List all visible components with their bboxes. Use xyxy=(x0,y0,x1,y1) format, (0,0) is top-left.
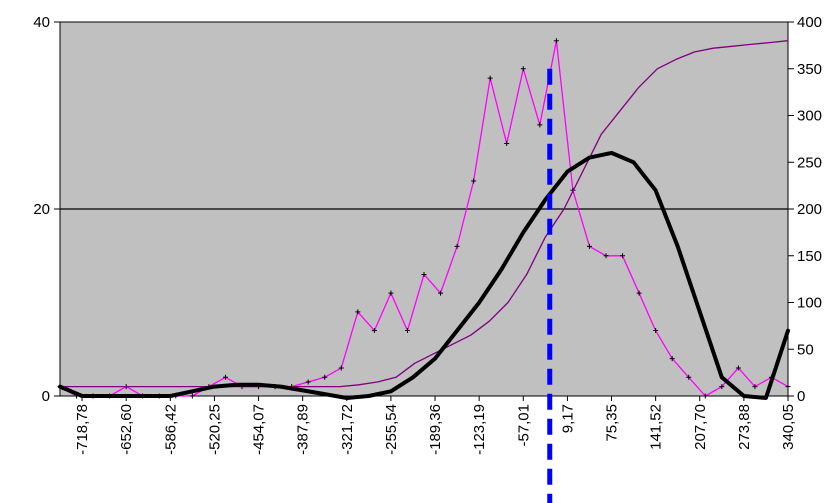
right-axis-tick-label: 0 xyxy=(797,388,805,405)
data-point xyxy=(620,253,626,259)
x-axis-tick-label: 207,70 xyxy=(692,404,709,450)
right-axis-tick-label: 50 xyxy=(797,341,814,358)
x-axis-tick-label: -57,01 xyxy=(515,404,532,447)
data-point xyxy=(454,243,460,249)
x-axis-tick-label: -652,60 xyxy=(118,404,135,455)
right-axis-tick-label: 150 xyxy=(797,248,822,265)
data-point xyxy=(404,328,410,334)
data-point xyxy=(421,271,427,277)
data-point xyxy=(586,243,592,249)
x-axis-tick-label: -255,54 xyxy=(383,404,400,455)
x-axis-tick-label: 273,88 xyxy=(736,404,753,450)
x-axis-tick-label: 141,52 xyxy=(648,404,665,450)
data-point xyxy=(355,309,361,315)
data-point xyxy=(603,253,609,259)
data-point xyxy=(686,374,692,380)
series-line xyxy=(58,150,790,400)
data-point xyxy=(553,38,559,44)
x-axis-tick-label: -189,36 xyxy=(427,404,444,455)
x-axis-tick-label: -586,42 xyxy=(162,404,179,455)
x-axis-tick-label: 9,17 xyxy=(559,404,576,433)
data-point xyxy=(438,290,444,296)
right-axis-tick-label: 350 xyxy=(797,61,822,78)
data-point xyxy=(653,328,659,334)
data-point xyxy=(305,379,311,385)
data-point xyxy=(471,178,477,184)
x-axis-tick-label: -387,89 xyxy=(295,404,312,455)
x-axis-tick-label: -454,07 xyxy=(251,404,268,455)
x-axis-tick-label: -123,19 xyxy=(471,404,488,455)
x-axis-tick-label: -718,78 xyxy=(74,404,91,455)
data-point xyxy=(719,384,725,390)
x-axis-tick-label: 75,35 xyxy=(604,404,621,442)
right-axis-tick-label: 200 xyxy=(797,201,822,218)
data-point xyxy=(371,328,377,334)
right-axis-tick-label: 400 xyxy=(797,14,822,31)
data-point xyxy=(520,66,526,72)
right-axis-tick-label: 250 xyxy=(797,154,822,171)
data-point xyxy=(504,141,510,147)
series-layer xyxy=(57,38,791,400)
right-axis-tick-label: 300 xyxy=(797,108,822,125)
left-axis-tick-label: 20 xyxy=(33,201,50,218)
left-axis-tick-label: 0 xyxy=(42,388,50,405)
data-point xyxy=(785,384,791,390)
left-axis-tick-label: 40 xyxy=(33,14,50,31)
data-point xyxy=(669,356,675,362)
data-point xyxy=(487,75,493,81)
x-axis-tick-label: -520,25 xyxy=(206,404,223,455)
data-point xyxy=(752,384,758,390)
data-point xyxy=(537,122,543,128)
data-point xyxy=(338,365,344,371)
data-point xyxy=(388,290,394,296)
right-axis-tick-label: 100 xyxy=(797,295,822,312)
data-point xyxy=(735,365,741,371)
data-point xyxy=(322,374,328,380)
data-point xyxy=(222,374,228,380)
data-point xyxy=(702,393,708,399)
data-point xyxy=(636,290,642,296)
data-point xyxy=(189,393,195,399)
x-axis-tick-label: 340,05 xyxy=(780,404,797,450)
series-line xyxy=(59,40,789,388)
x-axis-tick-label: -321,72 xyxy=(339,404,356,455)
